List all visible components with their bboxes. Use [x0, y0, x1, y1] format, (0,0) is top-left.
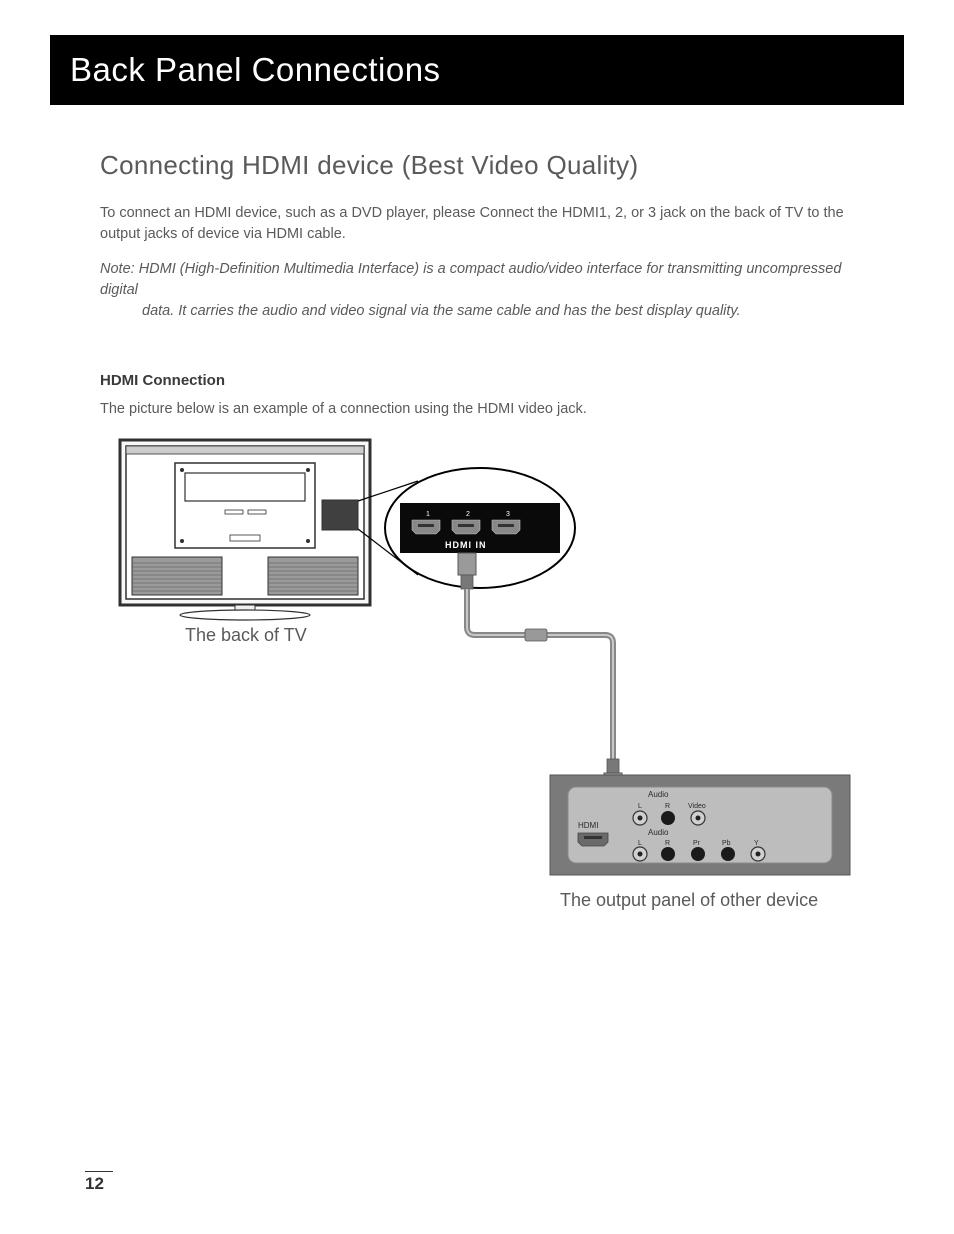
page-number: 12	[85, 1171, 113, 1194]
page-header-title: Back Panel Connections	[70, 51, 441, 89]
svg-text:Audio: Audio	[648, 828, 669, 837]
note-line2: data. It carries the audio and video sig…	[100, 301, 870, 322]
note-line1: HDMI (High-Definition Multimedia Interfa…	[100, 261, 841, 298]
device-caption: The output panel of other device	[560, 890, 818, 911]
tv-caption: The back of TV	[185, 625, 307, 646]
intro-paragraph: To connect an HDMI device, such as a DVD…	[100, 203, 870, 245]
svg-text:R: R	[665, 840, 670, 847]
svg-text:3: 3	[506, 511, 510, 518]
svg-text:Y: Y	[754, 840, 759, 847]
note-paragraph: Note: HDMI (High-Definition Multimedia I…	[100, 259, 870, 322]
svg-text:2: 2	[466, 511, 470, 518]
svg-text:HDMI: HDMI	[578, 821, 598, 830]
svg-text:1: 1	[426, 511, 430, 518]
content-block: Connecting HDMI device (Best Video Quali…	[100, 150, 870, 434]
hdmi-cable-icon	[458, 553, 622, 793]
svg-text:Video: Video	[688, 803, 706, 810]
note-prefix: Note:	[100, 261, 139, 277]
sub-heading: HDMI Connection	[100, 372, 870, 389]
page-header: Back Panel Connections	[50, 35, 904, 105]
svg-text:R: R	[665, 803, 670, 810]
svg-text:L: L	[638, 803, 642, 810]
hdmi-zoom-icon: 1 2 3 HDMI IN	[385, 468, 575, 588]
svg-text:Pr: Pr	[693, 840, 701, 847]
output-device-icon: HDMI Audio L R Video Audio L R Pr Pb	[550, 775, 850, 875]
svg-text:HDMI IN: HDMI IN	[445, 540, 487, 550]
section-title: Connecting HDMI device (Best Video Quali…	[100, 150, 870, 181]
svg-text:Audio: Audio	[648, 790, 669, 799]
svg-text:Pb: Pb	[722, 840, 731, 847]
tv-back-icon	[120, 440, 370, 620]
connection-diagram: 1 2 3 HDMI IN HDMI	[100, 435, 870, 935]
sub-text: The picture below is an example of a con…	[100, 399, 870, 420]
svg-text:L: L	[638, 840, 642, 847]
